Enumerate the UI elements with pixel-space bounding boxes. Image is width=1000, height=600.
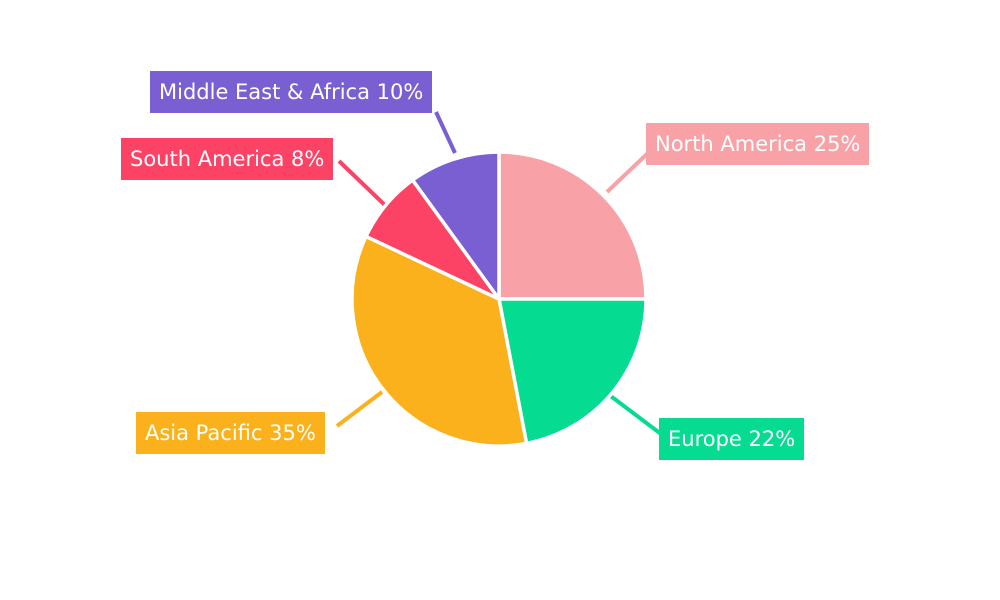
slice-north-america [497, 150, 648, 301]
leader-line-asia-pacific [335, 390, 384, 428]
label-south-america: South America 8% [121, 138, 334, 180]
leader-line-north-america [605, 151, 650, 194]
label-middle-east-africa: Middle East & Africa 10% [150, 71, 433, 113]
leader-line-middle-east-africa [434, 111, 457, 154]
label-asia-pacific: Asia Pacific 35% [136, 412, 325, 454]
slice-asia-pacific [350, 234, 529, 448]
leader-line-europe [606, 392, 663, 436]
slice-europe [497, 297, 648, 446]
label-europe: Europe 22% [659, 418, 805, 460]
leader-line-south-america [337, 159, 392, 212]
label-north-america: North America 25% [646, 123, 870, 165]
slice-middle-east-africa [410, 150, 501, 301]
